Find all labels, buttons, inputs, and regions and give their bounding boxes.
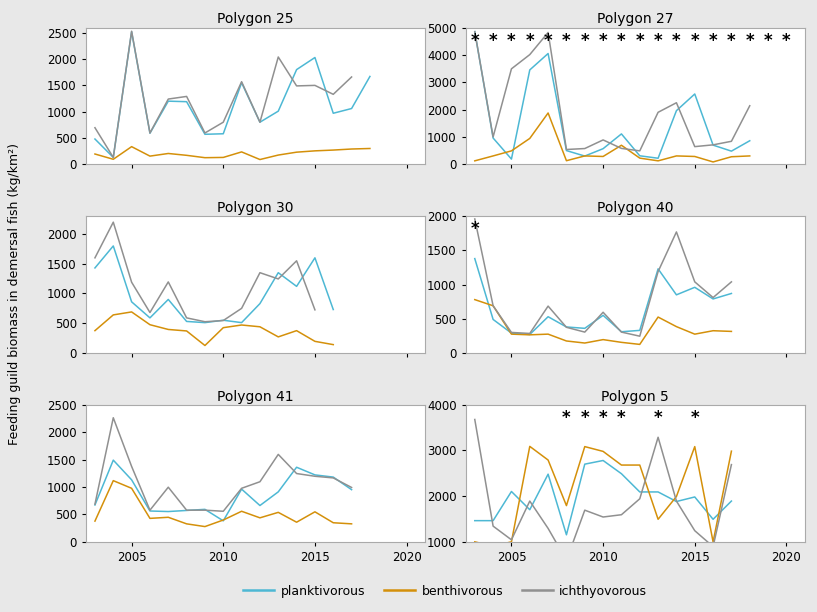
Text: *: *: [745, 32, 754, 50]
Text: Feeding guild biomass in demersal fish (kg/km²): Feeding guild biomass in demersal fish (…: [8, 143, 21, 445]
Text: *: *: [654, 32, 663, 50]
Text: *: *: [599, 409, 607, 427]
Text: *: *: [507, 32, 516, 50]
Title: Polygon 25: Polygon 25: [217, 12, 293, 26]
Legend: planktivorous, benthivorous, ichthyovorous: planktivorous, benthivorous, ichthyovoro…: [239, 580, 652, 603]
Title: Polygon 30: Polygon 30: [217, 201, 293, 215]
Text: *: *: [709, 32, 717, 50]
Text: *: *: [562, 32, 571, 50]
Text: *: *: [471, 220, 479, 238]
Title: Polygon 5: Polygon 5: [601, 390, 669, 404]
Text: *: *: [654, 409, 663, 427]
Text: *: *: [672, 32, 681, 50]
Text: *: *: [525, 32, 534, 50]
Title: Polygon 27: Polygon 27: [597, 12, 673, 26]
Text: *: *: [690, 409, 699, 427]
Text: *: *: [782, 32, 791, 50]
Text: *: *: [489, 32, 498, 50]
Text: *: *: [727, 32, 736, 50]
Text: *: *: [580, 32, 589, 50]
Text: *: *: [764, 32, 772, 50]
Title: Polygon 40: Polygon 40: [597, 201, 673, 215]
Text: *: *: [617, 32, 626, 50]
Text: *: *: [544, 32, 552, 50]
Text: *: *: [636, 32, 644, 50]
Text: *: *: [599, 32, 607, 50]
Text: *: *: [580, 409, 589, 427]
Text: *: *: [562, 409, 571, 427]
Text: *: *: [617, 409, 626, 427]
Text: *: *: [690, 32, 699, 50]
Title: Polygon 41: Polygon 41: [217, 390, 293, 404]
Text: *: *: [471, 32, 479, 50]
